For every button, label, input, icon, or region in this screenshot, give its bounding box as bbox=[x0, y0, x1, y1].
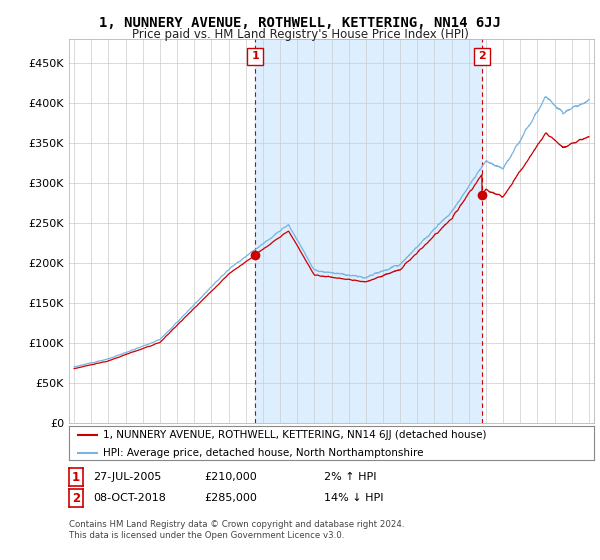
Text: 1, NUNNERY AVENUE, ROTHWELL, KETTERING, NN14 6JJ (detached house): 1, NUNNERY AVENUE, ROTHWELL, KETTERING, … bbox=[103, 430, 487, 440]
Text: 08-OCT-2018: 08-OCT-2018 bbox=[93, 493, 166, 503]
Text: 1: 1 bbox=[251, 52, 259, 62]
Text: Price paid vs. HM Land Registry's House Price Index (HPI): Price paid vs. HM Land Registry's House … bbox=[131, 28, 469, 41]
Text: £210,000: £210,000 bbox=[204, 472, 257, 482]
Text: 27-JUL-2005: 27-JUL-2005 bbox=[93, 472, 161, 482]
Text: 14% ↓ HPI: 14% ↓ HPI bbox=[324, 493, 383, 503]
Text: 2: 2 bbox=[478, 52, 486, 62]
Text: 1, NUNNERY AVENUE, ROTHWELL, KETTERING, NN14 6JJ: 1, NUNNERY AVENUE, ROTHWELL, KETTERING, … bbox=[99, 16, 501, 30]
Text: Contains HM Land Registry data © Crown copyright and database right 2024.: Contains HM Land Registry data © Crown c… bbox=[69, 520, 404, 529]
Text: 2: 2 bbox=[72, 492, 80, 505]
Text: £285,000: £285,000 bbox=[204, 493, 257, 503]
Text: HPI: Average price, detached house, North Northamptonshire: HPI: Average price, detached house, Nort… bbox=[103, 447, 424, 458]
Text: This data is licensed under the Open Government Licence v3.0.: This data is licensed under the Open Gov… bbox=[69, 531, 344, 540]
Text: 2% ↑ HPI: 2% ↑ HPI bbox=[324, 472, 377, 482]
Text: 1: 1 bbox=[72, 470, 80, 484]
Bar bbox=[255, 39, 482, 423]
